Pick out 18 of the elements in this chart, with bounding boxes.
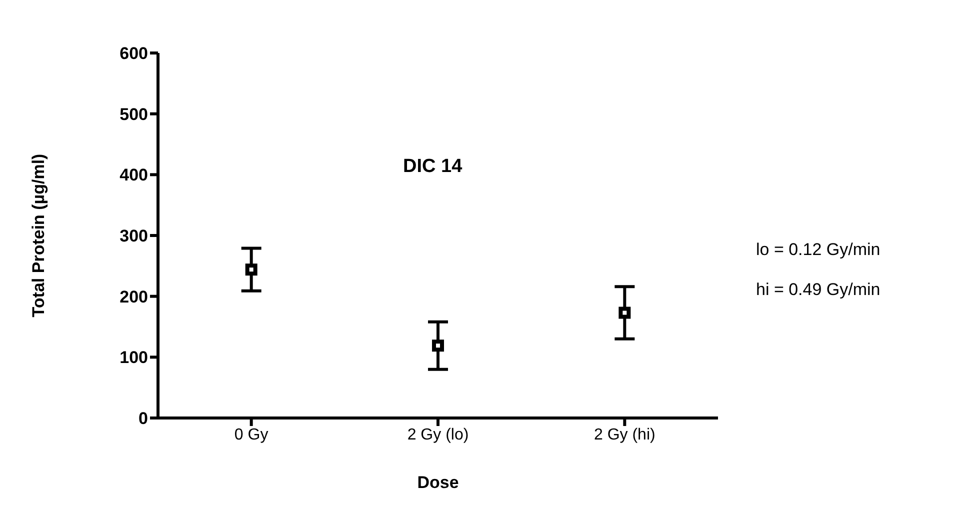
point [245, 264, 258, 276]
point [432, 340, 444, 352]
y-tick-label: 100 [120, 348, 148, 368]
y-tick-label: 0 [138, 409, 148, 428]
y-tick-label: 600 [120, 44, 148, 64]
x-tick-label: 2 Gy (lo) [407, 426, 469, 444]
y-tick-label: 300 [120, 226, 148, 246]
y-tick-label: 500 [120, 104, 148, 124]
y-tick-label: 200 [120, 287, 148, 306]
text: hi = 0.49 Gy/min [756, 280, 880, 300]
x-tick-label: 2 Gy (hi) [594, 426, 656, 444]
annotation: DIC 14 [403, 156, 462, 178]
x-tick-label: 0 Gy [234, 426, 268, 444]
point [618, 306, 631, 319]
y-axis-title: Total Protein (µg/ml) [29, 154, 48, 318]
y-tick-label: 400 [120, 166, 148, 185]
x-axis-title: Dose [417, 473, 459, 492]
text: lo = 0.12 Gy/min [756, 240, 880, 260]
